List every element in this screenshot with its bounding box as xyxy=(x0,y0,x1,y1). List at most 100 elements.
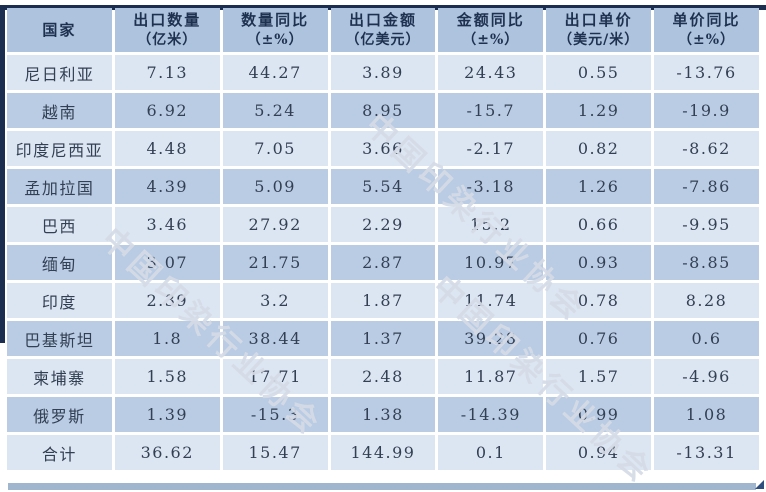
value-cell: -15.3 xyxy=(222,397,328,432)
value-cell: 10.97 xyxy=(438,245,544,280)
value-cell: 5.54 xyxy=(330,169,436,204)
value-cell: 15.47 xyxy=(222,435,328,470)
value-cell: 44.27 xyxy=(222,55,328,90)
country-cell: 俄罗斯 xyxy=(7,397,112,432)
value-cell: 4.48 xyxy=(114,131,220,166)
value-cell: 11.74 xyxy=(438,283,544,318)
value-cell: 11.87 xyxy=(438,359,544,394)
column-header: 单价同比 （±%） xyxy=(654,8,759,52)
value-cell: 7.13 xyxy=(114,55,220,90)
table-row: 巴基斯坦 1.8 38.44 1.37 39.28 0.76 0.6 xyxy=(7,321,759,356)
value-cell: 5.09 xyxy=(222,169,328,204)
value-cell: 3.07 xyxy=(114,245,220,280)
country-cell: 缅甸 xyxy=(7,245,112,280)
value-cell: 0.66 xyxy=(546,207,652,242)
value-cell: -4.96 xyxy=(654,359,759,394)
export-data-table: 国家 出口数量 （亿米） 数量同比 （±%） 出口金额 （亿美元） 金额同比 （±%） 出口单价（… xyxy=(4,5,762,473)
value-cell: -8.62 xyxy=(654,131,759,166)
value-cell: -13.76 xyxy=(654,55,759,90)
bottom-border-bar xyxy=(8,483,756,490)
table-left-border xyxy=(0,5,5,343)
table-row: 印度尼西亚 4.48 7.05 3.66 -2.17 0.82 -8.62 xyxy=(7,131,759,166)
table-row: 印度 2.39 3.2 1.87 11.74 0.78 8.28 xyxy=(7,283,759,318)
column-header: 出口金额 （亿美元） xyxy=(330,8,436,52)
value-cell: -8.85 xyxy=(654,245,759,280)
value-cell: 1.29 xyxy=(546,93,652,128)
value-cell: 0.93 xyxy=(546,245,652,280)
column-header: 金额同比 （±%） xyxy=(438,8,544,52)
table-row: 缅甸 3.07 21.75 2.87 10.97 0.93 -8.85 xyxy=(7,245,759,280)
value-cell: 1.39 xyxy=(114,397,220,432)
table-row: 越南 6.92 5.24 8.95 -15.7 1.29 -19.9 xyxy=(7,93,759,128)
value-cell: -13.31 xyxy=(654,435,759,470)
value-cell: 0.6 xyxy=(654,321,759,356)
value-cell: 3.89 xyxy=(330,55,436,90)
value-cell: 39.28 xyxy=(438,321,544,356)
value-cell: -2.17 xyxy=(438,131,544,166)
value-cell: 1.37 xyxy=(330,321,436,356)
column-header: 出口单价 （美元/米） xyxy=(546,8,652,52)
value-cell: 144.99 xyxy=(330,435,436,470)
corner-arrow-icon xyxy=(755,480,764,489)
column-header: 国家 xyxy=(7,8,112,52)
value-cell: 0.76 xyxy=(546,321,652,356)
column-header: 出口数量 （亿米） xyxy=(114,8,220,52)
value-cell: 0.78 xyxy=(546,283,652,318)
table-row: 俄罗斯 1.39 -15.3 1.38 -14.39 0.99 1.08 xyxy=(7,397,759,432)
value-cell: 8.28 xyxy=(654,283,759,318)
country-cell: 巴基斯坦 xyxy=(7,321,112,356)
value-cell: 3.66 xyxy=(330,131,436,166)
value-cell: 5.24 xyxy=(222,93,328,128)
value-cell: 0.82 xyxy=(546,131,652,166)
value-cell: 3.2 xyxy=(222,283,328,318)
value-cell: 3.46 xyxy=(114,207,220,242)
value-cell: 1.26 xyxy=(546,169,652,204)
country-cell: 孟加拉国 xyxy=(7,169,112,204)
value-cell: 2.29 xyxy=(330,207,436,242)
value-cell: -3.18 xyxy=(438,169,544,204)
table-row: 柬埔寨 1.58 17.71 2.48 11.87 1.57 -4.96 xyxy=(7,359,759,394)
value-cell: 0.94 xyxy=(546,435,652,470)
value-cell: -15.7 xyxy=(438,93,544,128)
value-cell: 0.1 xyxy=(438,435,544,470)
value-cell: 2.48 xyxy=(330,359,436,394)
value-cell: 1.58 xyxy=(114,359,220,394)
country-cell: 巴西 xyxy=(7,207,112,242)
value-cell: 15.2 xyxy=(438,207,544,242)
country-cell: 合计 xyxy=(7,435,112,470)
value-cell: 36.62 xyxy=(114,435,220,470)
table-row: 尼日利亚 7.13 44.27 3.89 24.43 0.55 -13.76 xyxy=(7,55,759,90)
value-cell: 4.39 xyxy=(114,169,220,204)
value-cell: 1.38 xyxy=(330,397,436,432)
table-row: 巴西 3.46 27.92 2.29 15.2 0.66 -9.95 xyxy=(7,207,759,242)
country-cell: 尼日利亚 xyxy=(7,55,112,90)
value-cell: 0.55 xyxy=(546,55,652,90)
value-cell: 1.8 xyxy=(114,321,220,356)
value-cell: 24.43 xyxy=(438,55,544,90)
table-top-border xyxy=(0,5,766,10)
value-cell: -19.9 xyxy=(654,93,759,128)
value-cell: 2.87 xyxy=(330,245,436,280)
value-cell: 0.99 xyxy=(546,397,652,432)
table-row: 孟加拉国 4.39 5.09 5.54 -3.18 1.26 -7.86 xyxy=(7,169,759,204)
value-cell: 17.71 xyxy=(222,359,328,394)
country-cell: 印度尼西亚 xyxy=(7,131,112,166)
export-table-screenshot: 国家 出口数量 （亿米） 数量同比 （±%） 出口金额 （亿美元） 金额同比 （±%） 出口单价（… xyxy=(0,5,766,492)
value-cell: 1.87 xyxy=(330,283,436,318)
value-cell: 38.44 xyxy=(222,321,328,356)
country-cell: 印度 xyxy=(7,283,112,318)
value-cell: -9.95 xyxy=(654,207,759,242)
value-cell: -7.86 xyxy=(654,169,759,204)
value-cell: -14.39 xyxy=(438,397,544,432)
value-cell: 8.95 xyxy=(330,93,436,128)
value-cell: 2.39 xyxy=(114,283,220,318)
value-cell: 6.92 xyxy=(114,93,220,128)
country-cell: 越南 xyxy=(7,93,112,128)
value-cell: 27.92 xyxy=(222,207,328,242)
value-cell: 1.57 xyxy=(546,359,652,394)
value-cell: 21.75 xyxy=(222,245,328,280)
table-row: 合计 36.62 15.47 144.99 0.1 0.94 -13.31 xyxy=(7,435,759,470)
column-header: 数量同比 （±%） xyxy=(222,8,328,52)
value-cell: 1.08 xyxy=(654,397,759,432)
table-header-row: 国家 出口数量 （亿米） 数量同比 （±%） 出口金额 （亿美元） 金额同比 （±%） 出口单价（… xyxy=(7,8,759,52)
